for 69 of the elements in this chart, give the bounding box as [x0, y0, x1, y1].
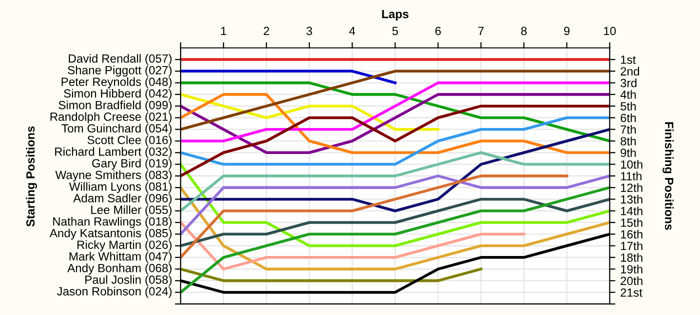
line-series [180, 186, 610, 294]
y-tick-label: 2nd [620, 66, 640, 76]
text: Nathan Rawlings (018) [53, 216, 172, 228]
x-tick-label: 8 [521, 26, 527, 36]
text: Shane Piggott (027) [68, 66, 172, 77]
y-tick-label: 4th [620, 90, 636, 99]
y-tick-label: 5th [620, 102, 636, 110]
line-series [180, 151, 610, 212]
text: Tom Guinchard (054) [62, 124, 172, 135]
text: Mark Whittam (047) [70, 252, 172, 263]
line-series [180, 81, 610, 142]
x-tick-label: 7 [478, 26, 484, 36]
text: Wayne Smithers (083) [55, 170, 172, 182]
text: Gary Bird (019) [92, 158, 172, 170]
text: Adam Sadler (096) [73, 194, 172, 205]
text: David Rendall (057) [68, 54, 172, 66]
text: Simon Bradfield (099) [58, 100, 172, 112]
x-tick-label: 10 [604, 26, 616, 36]
x-tick-label: 9 [564, 26, 570, 36]
line-series [180, 186, 610, 270]
line-series [180, 93, 440, 131]
y-tick-label: 13th [621, 194, 642, 204]
text: Jason Robinson (024) [56, 286, 172, 298]
x-tick-label: 3 [306, 26, 312, 36]
y-tick-label: 7th [620, 125, 636, 134]
y-tick-label: 12th [621, 183, 642, 192]
line-series [180, 93, 610, 154]
x-tick-label: 2 [264, 26, 270, 36]
text: Andy Bonham (068) [67, 264, 172, 275]
y-tick-label: 1st [621, 56, 636, 64]
line-series [180, 104, 610, 178]
text: Lee Miller (055) [91, 205, 172, 216]
y-axis-title: Finishing Positions [662, 122, 674, 230]
text: Paul Joslin (058) [85, 275, 172, 286]
line-series [180, 116, 610, 166]
text: Richard Lambert (032) [55, 147, 172, 158]
line-series [180, 198, 610, 248]
line-series [180, 70, 610, 131]
text: Randolph Creese (021) [50, 112, 172, 124]
y-tick-label: 9th [620, 148, 636, 158]
x-axis-title: Laps [382, 10, 408, 21]
line-series [180, 221, 526, 270]
y-tick-label: 15th [621, 218, 642, 227]
y-tick-label: 20th [620, 276, 642, 286]
y-tick-label: 16th [621, 230, 642, 239]
x-tick-label: 6 [435, 26, 441, 36]
y-tick-label: 19th [621, 264, 642, 274]
x-tick-label: 5 [392, 26, 398, 36]
text: Ricky Martin (026) [77, 240, 172, 252]
y-tick-label: 14th [621, 206, 642, 216]
y-tick-label: 10th [621, 160, 642, 169]
y-tick-label: 3rd [620, 78, 636, 88]
text: Starting Positions [26, 126, 38, 227]
text: Simon Hibberd (042) [64, 88, 172, 100]
y-tick-label: 21st [620, 288, 642, 297]
text: Scott Clee (016) [88, 136, 172, 146]
y-tick-label: 8th [620, 136, 636, 146]
y-tick-label: 11th [621, 172, 642, 180]
y-tick-label: 17th [621, 241, 642, 250]
y-tick-label: 6th [620, 113, 636, 122]
text: Peter Reynolds (048) [62, 77, 172, 88]
y-tick-label: 18th [621, 253, 642, 262]
line-series [180, 128, 610, 212]
line-series [180, 174, 568, 259]
text: William Lyons (081) [69, 182, 172, 194]
line-series [180, 162, 610, 248]
text: Andy Katsantonis (085) [50, 228, 172, 240]
x-tick-label: 1 [221, 26, 226, 36]
x-tick-label: 4 [349, 26, 356, 36]
